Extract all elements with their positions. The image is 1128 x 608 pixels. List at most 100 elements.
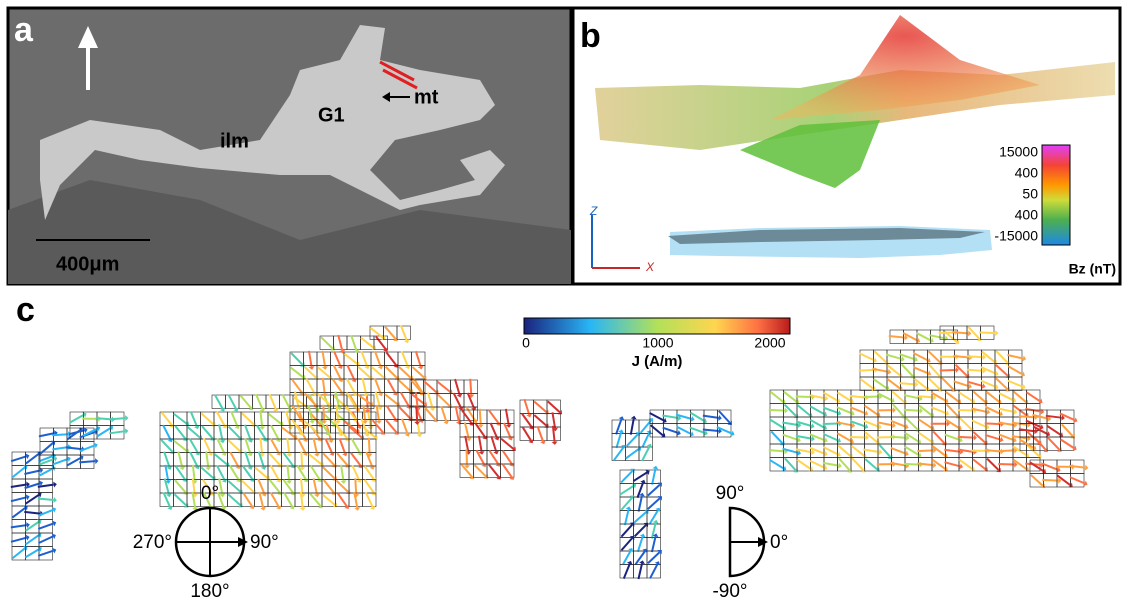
colorbar-tick-label: 0 — [522, 335, 530, 351]
vector-head — [849, 398, 854, 404]
vector — [533, 400, 547, 413]
vector — [1061, 423, 1074, 437]
vector — [174, 479, 187, 493]
vector-head — [234, 424, 241, 430]
vector — [25, 493, 40, 505]
vector — [849, 394, 866, 399]
vector — [966, 355, 983, 359]
vector-head — [165, 493, 172, 498]
vector — [809, 446, 826, 455]
vector — [702, 428, 719, 433]
vector-head — [1040, 408, 1045, 415]
vector-head — [340, 480, 347, 484]
vector — [626, 433, 639, 447]
vector — [384, 326, 397, 340]
vector — [322, 404, 326, 421]
vector — [335, 404, 339, 421]
vector-head — [298, 418, 304, 423]
vector-head — [417, 365, 424, 370]
vector — [859, 352, 875, 362]
vector — [836, 406, 853, 415]
vector — [521, 426, 532, 442]
vector — [398, 366, 412, 379]
vector — [931, 458, 946, 470]
vector-head — [1032, 445, 1037, 451]
vector — [309, 492, 322, 507]
vector — [873, 350, 887, 363]
vector-head — [26, 481, 30, 488]
vector — [37, 522, 54, 530]
vector — [200, 466, 214, 479]
vector-head — [511, 446, 516, 452]
vector — [876, 421, 893, 427]
vector-head — [53, 497, 57, 503]
vector-head — [703, 430, 708, 436]
vector — [281, 394, 291, 410]
vector — [255, 394, 264, 410]
vector — [689, 411, 705, 422]
grid-cell — [646, 564, 661, 579]
vector-head — [784, 407, 788, 414]
vector-head — [1058, 477, 1062, 484]
vector-head — [167, 505, 173, 510]
vector-head — [364, 432, 370, 437]
vector-head — [273, 407, 279, 413]
vector-head — [985, 424, 990, 430]
vector-head — [93, 442, 98, 449]
vector-head — [902, 399, 907, 405]
vector-head — [394, 430, 399, 435]
vector-head — [644, 509, 649, 515]
vector — [904, 432, 920, 443]
vector — [621, 550, 632, 566]
vector — [174, 465, 186, 480]
vector — [836, 391, 852, 402]
vector-head — [877, 423, 882, 430]
vector-head — [344, 504, 350, 509]
vector-head — [999, 436, 1004, 443]
vector-head — [249, 504, 255, 510]
vector — [899, 382, 916, 386]
vector-head — [875, 440, 880, 445]
vector — [10, 483, 27, 488]
vector — [307, 350, 313, 367]
vector — [173, 439, 188, 452]
vector-head — [625, 506, 632, 511]
vector — [257, 478, 266, 495]
vector-head — [930, 425, 935, 431]
vector — [649, 563, 659, 579]
vector — [191, 491, 197, 508]
vector — [415, 405, 419, 422]
vector — [386, 405, 397, 421]
vector — [953, 355, 970, 359]
vector-head — [507, 436, 514, 441]
label: mt — [414, 86, 439, 108]
vector-head — [631, 483, 637, 489]
vector — [25, 534, 40, 546]
vector-head — [982, 354, 986, 361]
vector — [488, 450, 499, 465]
vector-head — [1039, 424, 1044, 430]
vector — [916, 332, 932, 342]
vector — [82, 427, 98, 437]
vector-head — [892, 422, 896, 429]
vector-head — [259, 407, 266, 413]
vector — [1029, 461, 1044, 472]
vector — [218, 478, 224, 495]
vector — [890, 446, 907, 455]
vector — [322, 452, 335, 466]
vector — [809, 433, 826, 442]
vector — [337, 334, 344, 351]
vector — [37, 483, 54, 488]
vector — [414, 350, 422, 367]
vector — [69, 413, 85, 424]
vector — [290, 352, 304, 366]
vector — [676, 425, 692, 435]
vector — [689, 426, 706, 434]
vector — [1030, 474, 1044, 487]
vector-head — [39, 467, 44, 474]
vector — [641, 446, 651, 462]
vector-head — [471, 406, 477, 411]
axis-label: Z — [589, 204, 598, 218]
vector — [10, 455, 27, 463]
vector-head — [301, 425, 308, 430]
